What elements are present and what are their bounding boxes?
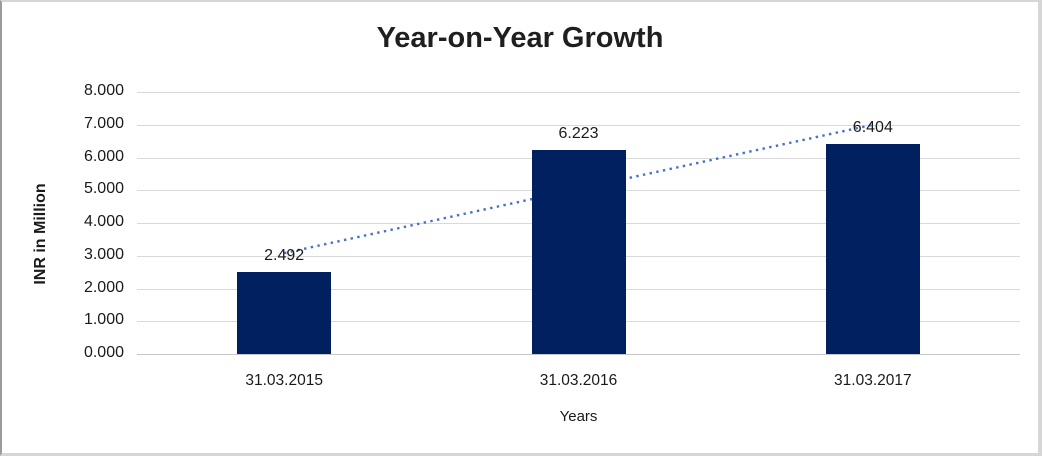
plot-area: 2.492 6.223 6.404 <box>137 92 1020 355</box>
bar[interactable] <box>531 150 626 354</box>
x-tick-label: 31.03.2016 <box>539 372 618 389</box>
y-tick-label: 5.000 <box>83 180 124 198</box>
y-tick-label: 0.000 <box>83 344 124 361</box>
y-tick-label: 3.000 <box>83 245 124 263</box>
data-label: 2.492 <box>264 247 305 265</box>
y-tick-label: 7.000 <box>83 114 124 132</box>
data-label: 6.404 <box>852 119 893 137</box>
data-label: 6.223 <box>558 125 599 143</box>
bar[interactable] <box>825 144 920 354</box>
y-tick-label: 8.000 <box>83 82 124 99</box>
y-axis-title: INR in Million <box>32 183 49 285</box>
gridline <box>137 92 1020 93</box>
x-axis-line <box>137 354 1020 355</box>
x-axis-title: Years <box>559 408 598 425</box>
gridline <box>137 124 1020 126</box>
x-tick-label: 31.03.2015 <box>245 372 323 389</box>
y-tick-label: 4.000 <box>83 213 124 230</box>
chart-title: Year-on-Year Growth <box>376 22 664 54</box>
y-tick-label: 6.000 <box>83 147 124 165</box>
bar[interactable] <box>237 272 332 354</box>
y-tick-label: 2.000 <box>83 278 124 296</box>
x-tick-label: 31.03.2017 <box>834 372 912 389</box>
y-tick-label: 1.000 <box>83 311 124 329</box>
